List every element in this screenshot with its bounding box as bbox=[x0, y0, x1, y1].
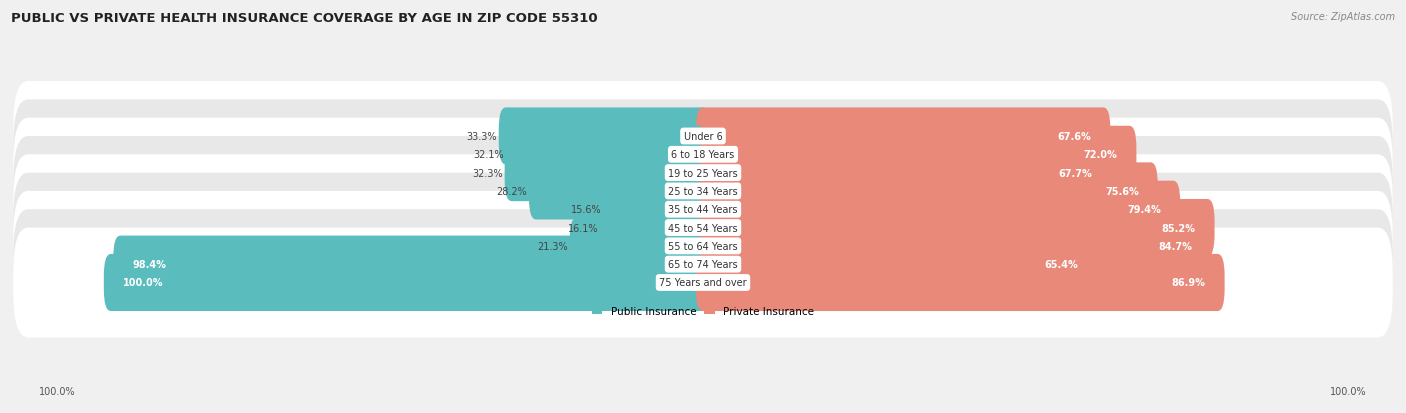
Text: PUBLIC VS PRIVATE HEALTH INSURANCE COVERAGE BY AGE IN ZIP CODE 55310: PUBLIC VS PRIVATE HEALTH INSURANCE COVER… bbox=[11, 12, 598, 25]
Legend: Public Insurance, Private Insurance: Public Insurance, Private Insurance bbox=[588, 302, 818, 320]
Text: 16.1%: 16.1% bbox=[568, 223, 599, 233]
FancyBboxPatch shape bbox=[696, 108, 1111, 165]
Text: 21.3%: 21.3% bbox=[537, 241, 568, 251]
Text: 65.4%: 65.4% bbox=[1045, 259, 1078, 270]
FancyBboxPatch shape bbox=[696, 145, 1111, 202]
Text: 33.3%: 33.3% bbox=[467, 132, 496, 142]
FancyBboxPatch shape bbox=[603, 181, 710, 238]
Text: 86.9%: 86.9% bbox=[1171, 278, 1206, 288]
Text: 75 Years and over: 75 Years and over bbox=[659, 278, 747, 288]
Text: Under 6: Under 6 bbox=[683, 132, 723, 142]
FancyBboxPatch shape bbox=[696, 181, 1180, 238]
FancyBboxPatch shape bbox=[13, 119, 1393, 228]
Text: 65 to 74 Years: 65 to 74 Years bbox=[668, 259, 738, 270]
FancyBboxPatch shape bbox=[696, 236, 1097, 293]
FancyBboxPatch shape bbox=[13, 210, 1393, 319]
Text: 32.3%: 32.3% bbox=[472, 168, 503, 178]
FancyBboxPatch shape bbox=[696, 126, 1136, 183]
Text: 32.1%: 32.1% bbox=[474, 150, 505, 160]
FancyBboxPatch shape bbox=[13, 82, 1393, 192]
Text: 35 to 44 Years: 35 to 44 Years bbox=[668, 205, 738, 215]
FancyBboxPatch shape bbox=[696, 199, 1215, 256]
FancyBboxPatch shape bbox=[506, 126, 710, 183]
Text: 98.4%: 98.4% bbox=[132, 259, 166, 270]
Text: 100.0%: 100.0% bbox=[122, 278, 163, 288]
FancyBboxPatch shape bbox=[529, 163, 710, 220]
Text: 75.6%: 75.6% bbox=[1105, 186, 1139, 197]
Text: 85.2%: 85.2% bbox=[1161, 223, 1195, 233]
Text: 45 to 54 Years: 45 to 54 Years bbox=[668, 223, 738, 233]
FancyBboxPatch shape bbox=[499, 108, 710, 165]
FancyBboxPatch shape bbox=[600, 199, 710, 256]
Text: 6 to 18 Years: 6 to 18 Years bbox=[672, 150, 734, 160]
FancyBboxPatch shape bbox=[13, 228, 1393, 337]
FancyBboxPatch shape bbox=[13, 155, 1393, 264]
Text: 72.0%: 72.0% bbox=[1084, 150, 1118, 160]
FancyBboxPatch shape bbox=[104, 254, 710, 311]
Text: 28.2%: 28.2% bbox=[496, 186, 527, 197]
Text: 84.7%: 84.7% bbox=[1159, 241, 1192, 251]
FancyBboxPatch shape bbox=[13, 137, 1393, 246]
FancyBboxPatch shape bbox=[569, 218, 710, 275]
Text: 67.6%: 67.6% bbox=[1057, 132, 1091, 142]
Text: 100.0%: 100.0% bbox=[39, 386, 76, 396]
Text: 25 to 34 Years: 25 to 34 Years bbox=[668, 186, 738, 197]
FancyBboxPatch shape bbox=[696, 218, 1212, 275]
FancyBboxPatch shape bbox=[114, 236, 710, 293]
Text: 100.0%: 100.0% bbox=[1330, 386, 1367, 396]
Text: 55 to 64 Years: 55 to 64 Years bbox=[668, 241, 738, 251]
Text: 19 to 25 Years: 19 to 25 Years bbox=[668, 168, 738, 178]
Text: Source: ZipAtlas.com: Source: ZipAtlas.com bbox=[1291, 12, 1395, 22]
Text: 67.7%: 67.7% bbox=[1059, 168, 1092, 178]
FancyBboxPatch shape bbox=[696, 163, 1157, 220]
FancyBboxPatch shape bbox=[696, 254, 1225, 311]
FancyBboxPatch shape bbox=[505, 145, 710, 202]
FancyBboxPatch shape bbox=[13, 100, 1393, 210]
FancyBboxPatch shape bbox=[13, 192, 1393, 301]
Text: 79.4%: 79.4% bbox=[1128, 205, 1161, 215]
FancyBboxPatch shape bbox=[13, 173, 1393, 283]
Text: 15.6%: 15.6% bbox=[571, 205, 602, 215]
